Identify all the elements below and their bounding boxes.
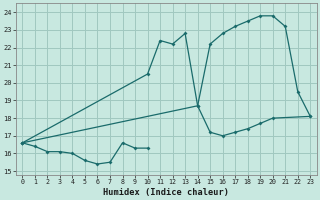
X-axis label: Humidex (Indice chaleur): Humidex (Indice chaleur) [103, 188, 229, 197]
